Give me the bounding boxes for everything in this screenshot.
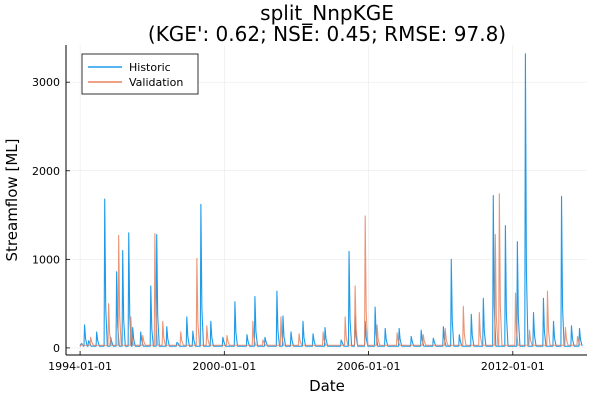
- chart-title-line-1: split_NnpKGE: [260, 1, 394, 25]
- y-tick-label: 1000: [32, 253, 60, 266]
- chart-title-line-2: (KGE': 0.62; NSE: 0.45; RMSE: 97.8): [148, 22, 506, 46]
- legend-box: [81, 53, 199, 95]
- y-tick-label: 2000: [32, 165, 60, 178]
- axes: [65, 45, 587, 356]
- x-tick-label: 1994-01-01: [48, 360, 112, 373]
- x-tick-label: 2012-01-01: [481, 360, 545, 373]
- y-axis-label: Streamflow [ML]: [3, 139, 21, 262]
- series-line-validation: [79, 193, 581, 347]
- x-tick-label: 2006-01-01: [337, 360, 401, 373]
- tick-labels: 1994-01-01 2000-01-01 2006-01-01 2012-01-01…: [32, 76, 545, 373]
- legend-label-historic: Historic: [129, 61, 171, 74]
- y-tick-label: 3000: [32, 76, 60, 89]
- series-layer: [79, 53, 583, 347]
- x-axis-label: Date: [309, 377, 345, 395]
- x-tick-label: 2000-01-01: [192, 360, 256, 373]
- y-tick-label: 0: [53, 342, 60, 355]
- legend: Historic Validation: [81, 53, 199, 95]
- legend-label-validation: Validation: [129, 76, 183, 89]
